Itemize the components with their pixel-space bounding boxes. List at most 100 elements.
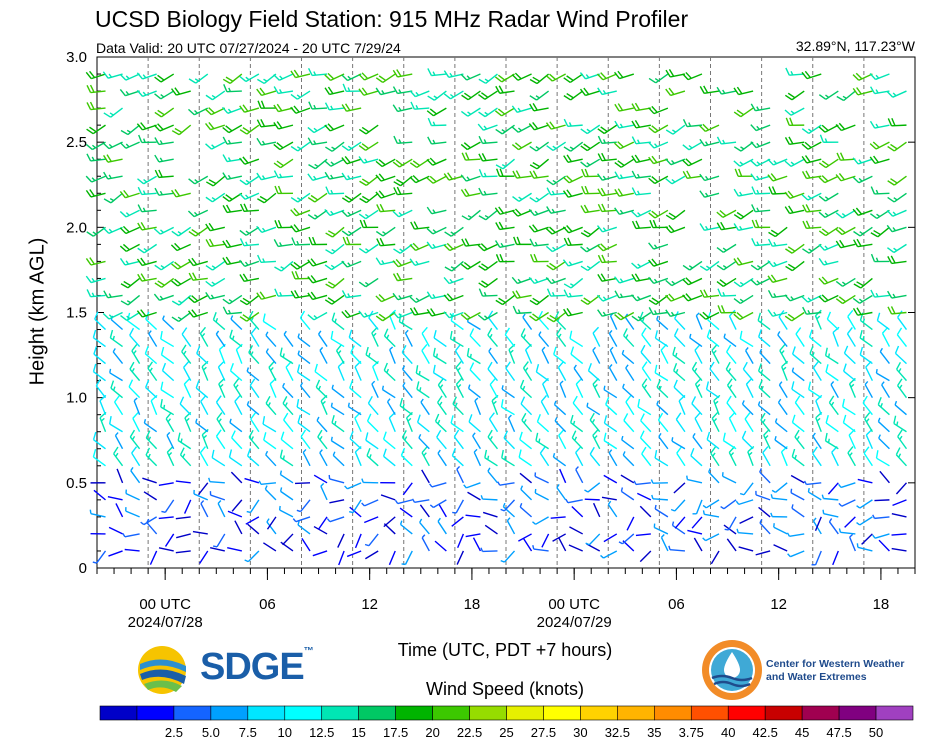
wind-barb-flag: [702, 537, 707, 542]
wind-barb-staff: [472, 435, 482, 450]
wind-barb-flag: [453, 429, 460, 438]
wind-barb-flag: [463, 261, 472, 268]
wind-barb-staff: [772, 497, 788, 501]
wind-barb-flag: [89, 257, 95, 265]
wind-barb-staff: [227, 243, 243, 249]
wind-barb-flag: [517, 278, 522, 283]
wind-barb-staff: [132, 418, 141, 433]
wind-barb-staff: [587, 226, 601, 238]
wind-barb-staff: [499, 243, 515, 249]
wind-barb-flag: [212, 312, 217, 321]
colorbar-tick-label: 3.75: [679, 725, 704, 740]
wind-barb-staff: [864, 418, 873, 433]
wind-barb-flag: [484, 78, 489, 82]
wind-barb-flag: [110, 380, 115, 389]
wind-barb-flag: [583, 297, 591, 303]
wind-barb-flag: [378, 294, 386, 301]
wind-barb-staff: [261, 226, 277, 234]
wind-barb-flag: [327, 86, 334, 95]
colorbar-segment: [284, 705, 323, 721]
wind-barb-flag: [242, 297, 251, 304]
wind-barb-staff: [861, 533, 873, 545]
wind-barb-staff: [397, 141, 413, 145]
wind-barb-staff: [721, 294, 737, 297]
wind-barb-flag: [233, 378, 240, 386]
wind-barb-flag: [421, 343, 428, 352]
wind-barb-flag: [426, 110, 434, 117]
wind-barb-flag: [86, 153, 92, 162]
wind-barb-flag: [733, 258, 740, 266]
wind-barb-flag: [639, 430, 645, 439]
wind-barb-flag: [497, 108, 506, 115]
wind-barb-staff: [300, 499, 311, 513]
wind-barb-flag: [361, 72, 369, 80]
wind-barb-staff: [654, 124, 669, 134]
wind-barb-flag: [142, 190, 146, 195]
wind-barb-staff: [723, 260, 737, 271]
wind-barb-flag: [480, 92, 489, 98]
wind-barb-staff: [635, 124, 651, 129]
wind-barb-flag: [528, 276, 535, 284]
wind-barb-flag: [106, 154, 112, 162]
wind-barb-staff: [297, 141, 311, 152]
wind-barb-staff: [181, 351, 192, 365]
wind-barb-staff: [265, 402, 277, 416]
wind-barb-staff: [346, 175, 362, 181]
wind-barb-staff: [710, 550, 720, 565]
wind-barb-flag: [785, 265, 793, 272]
wind-barb-flag: [457, 367, 461, 372]
wind-barb-flag: [617, 188, 624, 196]
wind-barb-flag: [601, 152, 606, 161]
wind-barb-staff: [331, 260, 345, 271]
wind-barb-flag: [751, 204, 756, 212]
wind-barb-flag: [602, 139, 606, 144]
wind-barb-flag: [709, 361, 715, 370]
wind-barb-flag: [818, 162, 827, 169]
wind-barb-flag: [276, 160, 284, 167]
wind-barb-staff: [143, 243, 158, 254]
wind-barb-flag: [529, 238, 535, 247]
wind-barb-staff: [125, 90, 140, 97]
wind-barb-staff: [621, 353, 635, 365]
wind-barb-flag: [808, 248, 813, 252]
wind-barb-staff: [640, 351, 652, 365]
wind-barb-flag: [432, 364, 436, 373]
wind-barb-flag: [492, 400, 497, 405]
wind-barb-flag: [437, 517, 441, 522]
wind-barb-flag: [432, 209, 436, 214]
wind-barb-flag: [350, 345, 355, 354]
wind-barb-flag: [519, 379, 525, 388]
wind-barb-flag: [782, 366, 787, 371]
wind-barb-staff: [228, 294, 243, 305]
wind-barb-staff: [708, 471, 720, 484]
wind-barb-staff: [193, 311, 208, 318]
wind-barb-flag: [558, 429, 565, 436]
wind-barb-flag: [812, 446, 818, 454]
wind-barb-flag: [410, 101, 415, 110]
wind-barb-flag: [346, 236, 351, 245]
wind-barb-flag: [686, 170, 692, 179]
wind-barb-flag: [143, 138, 146, 143]
wind-barb-staff: [603, 124, 618, 135]
wind-barb-staff: [296, 406, 311, 416]
wind-barb-staff: [217, 503, 226, 518]
wind-barb-flag: [863, 446, 870, 454]
wind-barb-flag: [109, 329, 114, 338]
wind-barb-flag: [842, 95, 847, 99]
wind-barb-flag: [461, 94, 469, 101]
wind-barb-flag: [770, 512, 773, 517]
wind-barb-flag: [614, 162, 622, 168]
wind-barb-flag: [109, 368, 112, 373]
wind-barb-staff: [641, 367, 652, 382]
wind-barb-flag: [702, 510, 705, 515]
wind-barb-flag: [637, 263, 642, 268]
wind-barb-flag: [228, 87, 232, 92]
wind-barb-staff: [626, 516, 635, 531]
wind-barb-staff: [791, 370, 805, 382]
wind-barb-flag: [546, 288, 552, 297]
wind-barb-staff: [533, 107, 549, 112]
wind-barb-flag: [92, 231, 97, 235]
wind-barb-flag: [622, 328, 628, 336]
wind-barb-staff: [297, 371, 311, 382]
